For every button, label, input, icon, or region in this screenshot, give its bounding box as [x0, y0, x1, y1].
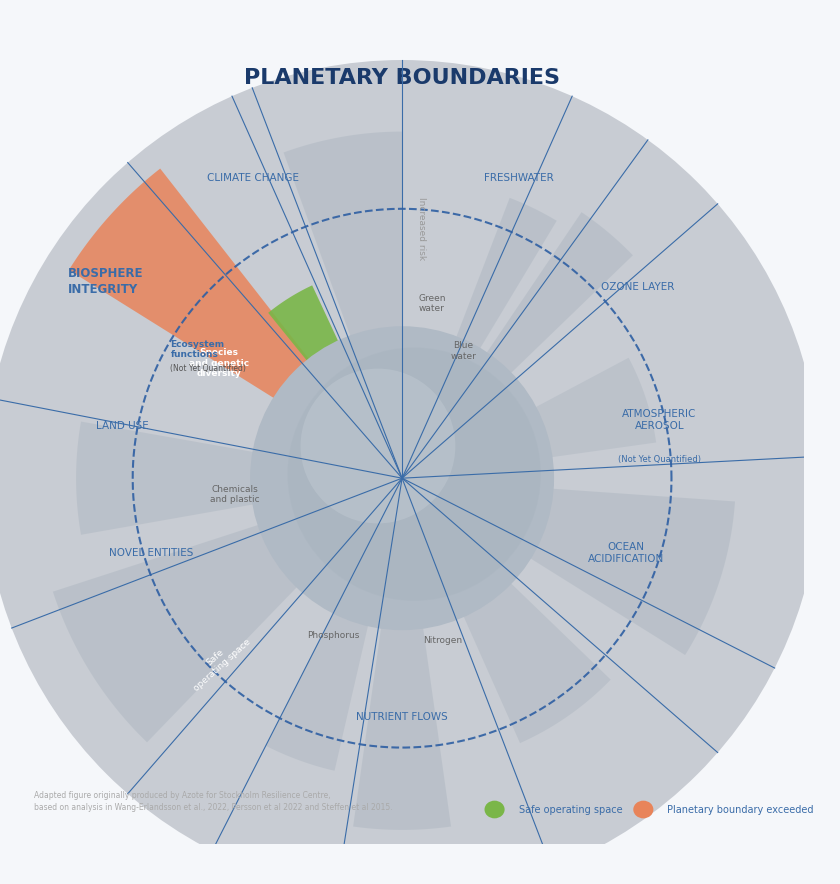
- Text: ATMOSPHERIC
AEROSOL: ATMOSPHERIC AEROSOL: [622, 409, 696, 431]
- Circle shape: [0, 60, 820, 884]
- Circle shape: [301, 369, 455, 523]
- Text: FRESHWATER: FRESHWATER: [484, 173, 554, 183]
- Text: Ecosystem
functions: Ecosystem functions: [171, 339, 224, 359]
- Text: Species
and genetic
diversity: Species and genetic diversity: [189, 348, 249, 378]
- Text: BIOSPHERE
INTEGRITY: BIOSPHERE INTEGRITY: [68, 267, 144, 295]
- Polygon shape: [402, 478, 735, 655]
- Text: OCEAN
ACIDIFICATION: OCEAN ACIDIFICATION: [587, 542, 664, 564]
- Ellipse shape: [485, 801, 505, 819]
- Polygon shape: [76, 422, 402, 535]
- Text: Nitrogen: Nitrogen: [423, 636, 463, 645]
- Circle shape: [250, 326, 554, 630]
- Polygon shape: [284, 132, 402, 478]
- Polygon shape: [268, 286, 402, 478]
- Text: LAND USE: LAND USE: [96, 421, 149, 431]
- Text: OZONE LAYER: OZONE LAYER: [601, 282, 675, 292]
- Text: (Not Yet Quantified): (Not Yet Quantified): [618, 455, 701, 464]
- Text: Safe operating space: Safe operating space: [518, 804, 622, 814]
- Polygon shape: [402, 212, 633, 478]
- Polygon shape: [402, 478, 611, 743]
- Text: NOVEL ENTITIES: NOVEL ENTITIES: [109, 548, 193, 558]
- Text: NUTRIENT FLOWS: NUTRIENT FLOWS: [356, 712, 448, 722]
- Polygon shape: [53, 478, 402, 743]
- Text: Adapted figure originally produced by Azote for Stockholm Resilience Centre,
bas: Adapted figure originally produced by Az…: [34, 791, 392, 812]
- Text: PLANETARY BOUNDARIES: PLANETARY BOUNDARIES: [244, 68, 560, 88]
- Text: CLIMATE CHANGE: CLIMATE CHANGE: [207, 173, 299, 183]
- Ellipse shape: [633, 801, 654, 819]
- Text: Blue
water: Blue water: [450, 341, 476, 361]
- Text: Chemicals
and plastic: Chemicals and plastic: [210, 484, 260, 504]
- Text: Safe
operating space: Safe operating space: [185, 629, 253, 693]
- Polygon shape: [265, 478, 402, 771]
- Polygon shape: [353, 478, 451, 830]
- Text: Increased risk: Increased risk: [417, 197, 426, 261]
- Polygon shape: [402, 198, 557, 478]
- Text: Green
water: Green water: [418, 294, 445, 314]
- Text: Planetary boundary exceeded: Planetary boundary exceeded: [668, 804, 814, 814]
- Polygon shape: [69, 169, 402, 478]
- Polygon shape: [402, 358, 656, 478]
- Text: (Not Yet Quantified): (Not Yet Quantified): [171, 364, 246, 373]
- Circle shape: [287, 347, 541, 601]
- Text: Phosphorus: Phosphorus: [307, 630, 360, 639]
